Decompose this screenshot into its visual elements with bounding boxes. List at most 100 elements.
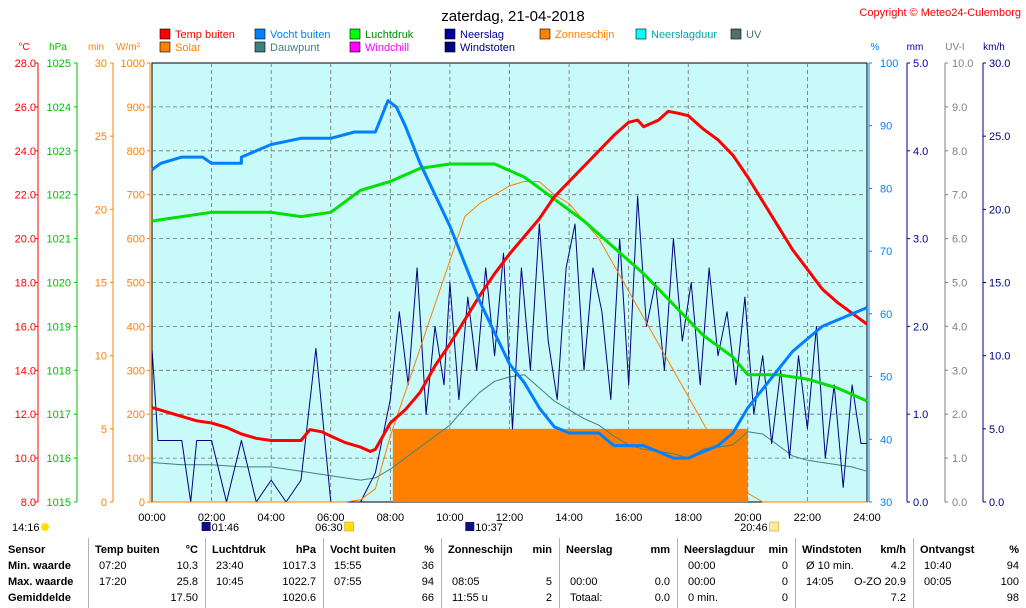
summary-col-neerslagduur: Neerslagduur min 00:00 0 00:00 0 0 min. 0: [677, 538, 796, 608]
legend-label: UV: [746, 29, 762, 41]
legend-swatch: [159, 41, 171, 53]
summary-cell-value: 25.8: [176, 576, 198, 588]
pressure-tick-label: 1021: [47, 234, 71, 246]
summary-cell-value: 17.50: [170, 592, 198, 604]
x-tick-label: 02:00: [198, 512, 226, 524]
uv-tick-label: 4.0: [952, 321, 967, 333]
solar-axis-unit: W/m²: [116, 42, 141, 53]
rain-tick-label: 5.0: [913, 58, 928, 70]
x-tick-label: 06:00: [317, 512, 345, 524]
summary-cell-value: 7.2: [890, 592, 906, 604]
humidity-tick-label: 100: [880, 58, 898, 70]
summary-col-unit: %: [424, 544, 434, 556]
summary-cell-time: 0 min.: [688, 592, 718, 604]
summary-cell-time: Ø 10 min.: [806, 560, 854, 572]
moon-set-icon: [41, 523, 49, 531]
legend-swatch: [635, 28, 647, 40]
x-tick-label: 12:00: [496, 512, 524, 524]
legend-swatch: [254, 28, 266, 40]
marker-time: 20:46: [740, 522, 768, 534]
summary-col-unit: km/h: [880, 544, 906, 556]
chart-title: zaterdag, 21-04-2018: [441, 8, 584, 25]
summary-col-windstoten: Windstoten km/h Ø 10 min. 4.2 14:05 O-ZO 20.9…: [795, 538, 914, 608]
marker-time: 01:46: [212, 522, 240, 534]
pressure-tick-label: 1022: [47, 190, 71, 202]
marker-time: 06:30: [315, 522, 343, 534]
wind-tick-label: 10.0: [989, 351, 1010, 363]
x-tick-label: 16:00: [615, 512, 643, 524]
wind-tick-label: 30.0: [989, 58, 1010, 70]
solar-tick-label: 700: [127, 190, 145, 202]
summary-cell-time: 11:55 u: [452, 592, 488, 604]
legend-swatch: [349, 28, 361, 40]
temp-tick-label: 12.0: [15, 409, 36, 421]
pressure-axis-unit: hPa: [49, 42, 67, 53]
x-tick-label: 00:00: [138, 512, 166, 524]
legend-swatch: [730, 28, 742, 40]
row-label-min: Min. waarde: [8, 560, 71, 572]
legend-label: Luchtdruk: [365, 29, 414, 41]
uv-tick-label: 7.0: [952, 190, 967, 202]
moon-rise-icon: [201, 522, 211, 531]
sunshine-tick-label: 15: [95, 278, 107, 290]
summary-col-ontvangst: Ontvangst% 10:40 94 00:05 100 98: [913, 538, 1026, 608]
x-tick-label: 24:00: [853, 512, 881, 524]
summary-cell-value: 0.0: [654, 592, 670, 604]
solar-tick-label: 200: [127, 409, 145, 421]
sunshine-tick-label: 10: [95, 351, 107, 363]
rain-tick-label: 4.0: [913, 146, 928, 158]
uv-tick-label: 8.0: [952, 146, 967, 158]
pressure-tick-label: 1017: [47, 409, 71, 421]
summary-cell-value: 94: [1006, 560, 1019, 572]
weather-chart: zaterdag, 21-04-2018 Copyright © Meteo24-…: [12, 7, 1021, 534]
temp-tick-label: 24.0: [15, 146, 36, 158]
rain-tick-label: 2.0: [913, 321, 928, 333]
wind-tick-label: 15.0: [989, 278, 1010, 290]
row-label-max: Max. waarde: [8, 576, 74, 588]
windstoten-line: [151, 195, 867, 503]
uv-tick-label: 9.0: [952, 102, 967, 114]
rain-tick-label: 3.0: [913, 234, 928, 246]
temp-buiten-line: [151, 109, 868, 453]
wind-tick-label: 20.0: [989, 204, 1010, 216]
summary-cell-time: 00:00: [688, 576, 716, 588]
summary-col-title: Zonneschijn: [448, 544, 513, 556]
legend-label: Vocht buiten: [270, 29, 331, 41]
solar-tick-label: 400: [127, 321, 145, 333]
legend-label: Zonneschijn: [555, 29, 614, 41]
summary-cell-value: 2: [545, 592, 552, 604]
summary-cell-time: 07:55: [334, 576, 362, 588]
rain-tick-label: 1.0: [913, 409, 928, 421]
summary-cell-value: 10.3: [176, 560, 198, 572]
dauwpunt-line: [151, 374, 868, 481]
summary-cell-value: O-ZO 20.9: [854, 576, 906, 588]
humidity-tick-label: 70: [880, 246, 892, 258]
summary-col-unit: %: [1009, 544, 1019, 556]
summary-cell-value: 1020.6: [282, 592, 316, 604]
wind-axis-unit: km/h: [983, 42, 1005, 53]
summary-cell-value: 4.2: [890, 560, 906, 572]
summary-col-neerslag: Neerslag mm 00:00 0.0 Totaal: 0.0: [559, 538, 678, 608]
sunshine-tick-label: 0: [101, 497, 107, 509]
temp-axis-unit: °C: [18, 42, 29, 53]
uv-tick-label: 0.0: [952, 497, 967, 509]
summary-cell-value: 98: [1006, 592, 1019, 604]
x-tick-label: 22:00: [794, 512, 822, 524]
legend-swatch: [444, 28, 456, 40]
summary-col-title: Neerslag: [566, 544, 613, 556]
temp-tick-label: 8.0: [21, 497, 36, 509]
pressure-tick-label: 1024: [47, 102, 71, 114]
summary-row-labels: Sensor Min. waarde Max. waarde Gemiddelde: [0, 538, 88, 608]
pressure-tick-label: 1015: [47, 497, 71, 509]
humidity-tick-label: 40: [880, 434, 892, 446]
wind-tick-label: 25.0: [989, 131, 1010, 143]
legend-swatch: [159, 28, 171, 40]
summary-table: Sensor Min. waarde Max. waarde Gemiddelde Te…: [0, 538, 1026, 608]
solar-line: [152, 181, 867, 503]
sunshine-bar: [392, 428, 748, 502]
summary-cell-value: 0: [781, 592, 788, 604]
solar-tick-label: 600: [127, 234, 145, 246]
temp-tick-label: 18.0: [15, 278, 36, 290]
legend-label: Neerslagduur: [651, 29, 717, 41]
humidity-tick-label: 90: [880, 121, 892, 133]
